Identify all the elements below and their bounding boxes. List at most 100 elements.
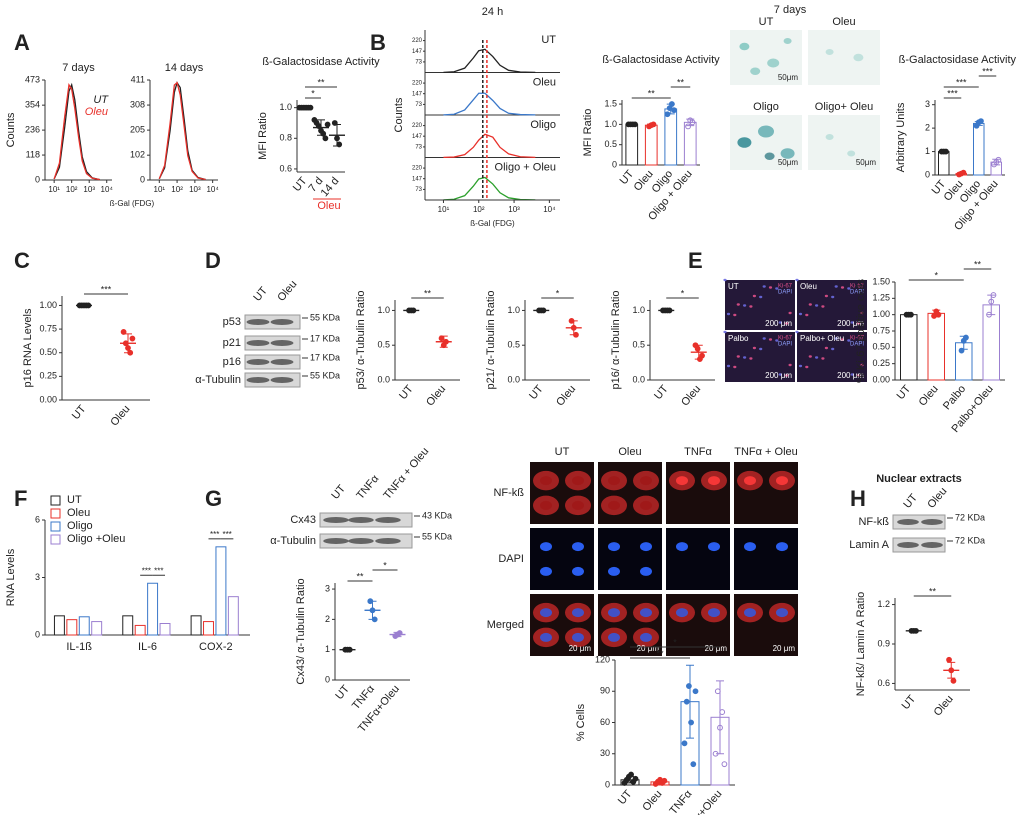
significance-label: *** (982, 66, 993, 76)
band (348, 517, 374, 523)
y-tick-label: 147 (412, 134, 423, 140)
cell (847, 287, 851, 290)
x-tick-label: Oleu (424, 383, 448, 409)
y-tick-label: 1.00 (872, 309, 890, 319)
y-tick-label: 1.2 (877, 599, 890, 609)
error-bar (694, 344, 703, 360)
y-tick-label: 0.75 (39, 323, 57, 333)
column-label: TNFα (684, 446, 712, 458)
y-tick-label: 411 (131, 74, 145, 84)
cell (853, 53, 864, 62)
cell (708, 608, 720, 618)
error-bar (992, 158, 1001, 166)
error-bar (987, 294, 996, 316)
stain-label: DAPI (778, 290, 792, 296)
group-label: Oleu (317, 200, 340, 212)
data-point (683, 698, 690, 705)
image-label: Palbo+ Oleu (800, 334, 844, 343)
x-tick-label: UT (70, 403, 89, 422)
legend-label: Oligo +Oleu (67, 533, 125, 545)
column-label: Oleu (618, 446, 641, 458)
panel-letter: E (688, 248, 703, 273)
cell (780, 148, 795, 159)
stain-label: DAPI (850, 342, 864, 348)
y-tick-label: 0 (612, 159, 617, 169)
y-axis-label: p16 RNA Levels (22, 308, 34, 387)
cell (776, 608, 788, 618)
significance-label: *** (222, 530, 231, 539)
error-bar (627, 123, 636, 126)
legend-label: Oleu (85, 106, 108, 118)
panel-letter: H (850, 486, 866, 511)
data-point (686, 683, 692, 689)
x-tick-label: 10⁴ (543, 205, 556, 214)
column-label: TNFα + Oleu (734, 446, 798, 458)
cell (776, 476, 788, 486)
histogram (443, 133, 536, 159)
cell (676, 542, 688, 552)
size-label: 72 KDa (955, 512, 985, 522)
scale-label: 20 μm (705, 644, 728, 653)
y-tick-label: 0 (35, 174, 40, 184)
cell (640, 608, 652, 618)
stain-label: DAPI (850, 290, 864, 296)
y-tick-label: 0.5 (604, 139, 617, 149)
scale-label: 200 μm (837, 371, 864, 380)
y-tick-label: 308 (130, 99, 145, 109)
bar (147, 582, 159, 636)
significance-label: * (383, 560, 387, 570)
x-tick-label: IL-1ß (66, 641, 92, 653)
cell (788, 311, 792, 315)
data-point (692, 688, 699, 695)
band (270, 319, 294, 325)
scale-label: 20 μm (637, 644, 660, 653)
image-label: Oligo+ Oleu (815, 101, 873, 113)
histogram (53, 83, 100, 181)
y-tick-label: 0.5 (377, 340, 390, 350)
cell (743, 356, 747, 359)
significance-label: *** (101, 284, 112, 294)
cell (749, 357, 753, 360)
bar (78, 616, 90, 636)
data-point (632, 775, 639, 782)
y-tick-label: 90 (600, 686, 610, 696)
cell (825, 49, 834, 55)
band-label: Cx43 (290, 514, 316, 526)
significance-label: *** (142, 566, 151, 575)
y-tick-label: 1.0 (604, 119, 617, 129)
bar (664, 108, 678, 166)
x-tick-label: Oleu (679, 383, 703, 409)
significance-label: *** (210, 530, 219, 539)
significance-label: * (311, 88, 315, 98)
cell (726, 364, 731, 368)
band (246, 340, 270, 346)
significance-label: *** (154, 566, 163, 575)
x-tick-label: TNFα (667, 788, 694, 815)
bar (53, 615, 65, 636)
band-label: NF-kß (858, 516, 889, 528)
data-point (681, 740, 688, 747)
chart-title: ß-Galactosidase Activity (899, 54, 1017, 66)
size-label: 43 KDa (422, 510, 452, 520)
data-point (721, 761, 728, 768)
significance-label: *** (956, 77, 967, 87)
data-point (324, 121, 331, 128)
micrograph (598, 462, 662, 524)
data-point (671, 107, 677, 114)
band (375, 538, 401, 544)
data-point (908, 311, 914, 318)
cell (736, 303, 740, 306)
y-tick-label: 220 (412, 38, 423, 44)
cell (608, 632, 620, 642)
cell (640, 476, 652, 486)
x-tick-label: 10² (66, 185, 78, 194)
x-tick-label: Palbo (941, 383, 968, 412)
bar (683, 121, 697, 166)
data-point (129, 335, 136, 342)
scale-label: 200 μm (837, 319, 864, 328)
x-tick-label: UT (397, 383, 416, 402)
cell (608, 566, 620, 576)
lane-label: TNFα (354, 472, 381, 501)
series-label: Oligo (530, 119, 556, 131)
y-tick-label: 0.5 (507, 340, 520, 350)
